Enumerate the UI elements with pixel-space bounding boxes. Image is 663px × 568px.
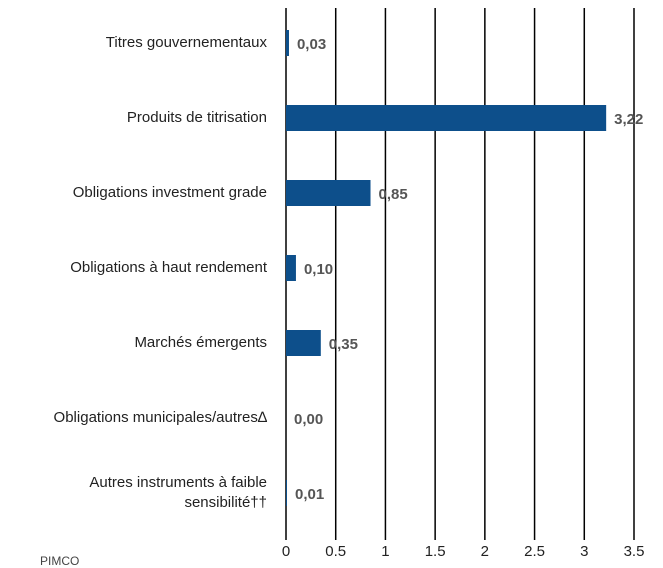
x-tick-label: 1 <box>381 543 389 560</box>
x-tick-label: 2.5 <box>524 543 545 560</box>
value-label: 0,00 <box>294 411 323 428</box>
x-tick-label: 3 <box>580 543 588 560</box>
category-label: Autres instruments à faible sensibilité†… <box>89 474 267 511</box>
category-label: Titres gouvernementaux <box>105 34 267 51</box>
bar <box>286 330 321 356</box>
bar <box>286 180 371 206</box>
x-tick-label: 3.5 <box>624 543 645 560</box>
bar <box>286 30 289 56</box>
bar <box>286 480 287 506</box>
x-tick-label: 0.5 <box>325 543 346 560</box>
value-label: 3,22 <box>614 111 643 128</box>
bar <box>286 105 607 131</box>
bar <box>286 255 296 281</box>
value-label: 0,85 <box>379 186 408 203</box>
source: PIMCO <box>40 554 80 568</box>
value-label: 0,01 <box>295 486 324 503</box>
x-tick-label: 2 <box>481 543 489 560</box>
x-tick-label: 1.5 <box>425 543 446 560</box>
x-tick-label: 0 <box>282 543 290 560</box>
value-label: 0,35 <box>329 336 358 353</box>
category-label: Marchés émergents <box>134 334 267 351</box>
value-label: 0,10 <box>304 261 333 278</box>
category-label: Obligations investment grade <box>72 184 267 201</box>
category-label: Obligations à haut rendement <box>70 259 267 276</box>
value-label: 0,03 <box>297 36 326 53</box>
category-label: Obligations municipales/autres∆ <box>53 409 267 426</box>
category-label: Produits de titrisation <box>126 109 267 126</box>
